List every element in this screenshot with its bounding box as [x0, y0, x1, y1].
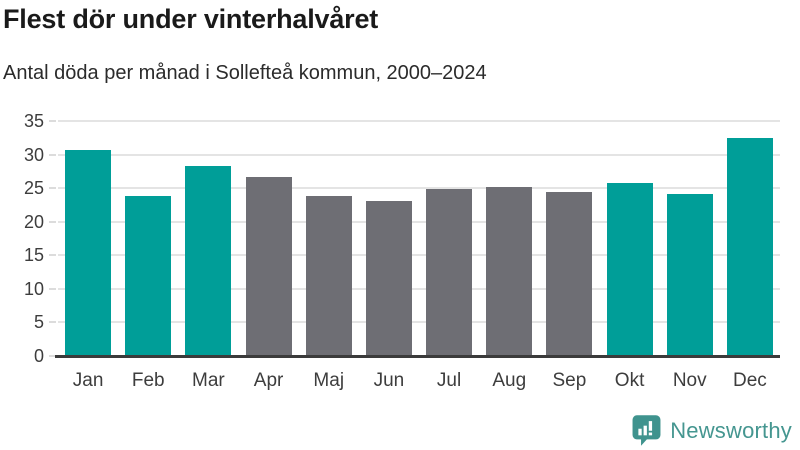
x-tick-label-jul: Jul [436, 370, 462, 391]
y-tick-label-25: 25 [23, 178, 44, 199]
bar-feb [125, 196, 172, 356]
bar-aug [486, 187, 533, 356]
y-axis-tick-10 [49, 287, 56, 290]
y-axis-tick-15 [49, 254, 56, 257]
y-tick-label-0: 0 [33, 346, 44, 366]
bar-jun [365, 200, 412, 356]
y-axis-tick-20 [49, 220, 56, 223]
bar-maj [305, 196, 352, 356]
newsworthy-logo: Newsworthy [631, 414, 792, 447]
x-tick-label-okt: Okt [614, 370, 645, 391]
y-axis-tick-30 [49, 153, 56, 156]
y-tick-label-30: 30 [23, 144, 44, 165]
x-tick-label-aug: Aug [492, 370, 527, 391]
x-tick-label-mar: Mar [192, 370, 225, 391]
x-tick-label-nov: Nov [672, 370, 707, 391]
x-tick-label-apr: Apr [253, 370, 284, 391]
grid-line-10 [58, 287, 780, 290]
x-axis-baseline [55, 355, 780, 358]
bar-apr [245, 176, 292, 356]
grid-line-35 [58, 120, 780, 122]
y-tick-label-10: 10 [23, 278, 44, 299]
x-tick-label-jun: Jun [373, 370, 405, 391]
bar-nov [666, 193, 713, 356]
y-tick-label-5: 5 [33, 312, 44, 333]
grid-line-30 [58, 153, 780, 156]
grid-line-5 [58, 321, 780, 324]
x-tick-label-sep: Sep [552, 370, 587, 391]
x-tick-label-feb: Feb [131, 370, 165, 391]
bar-sep [546, 192, 593, 356]
y-axis-tick-0 [49, 355, 56, 357]
bar-jul [426, 188, 473, 356]
x-tick-label-dec: Dec [733, 370, 767, 391]
newsworthy-wordmark: Newsworthy [670, 417, 792, 443]
bar-okt [606, 183, 653, 356]
bar-dec [726, 138, 773, 356]
newsworthy-bubble-chart-icon [632, 415, 661, 446]
grid-line-15 [58, 254, 780, 257]
y-axis-tick-25 [49, 187, 56, 190]
y-tick-label-20: 20 [23, 211, 44, 232]
x-tick-label-maj: Maj [313, 370, 345, 391]
x-tick-label-jan: Jan [72, 370, 104, 391]
chart-subtitle: Antal döda per månad i Sollefteå kommun,… [3, 62, 487, 84]
y-axis-tick-5 [49, 321, 56, 324]
grid-line-25 [58, 187, 780, 190]
bar-jan [65, 149, 112, 356]
grid-line-20 [58, 220, 780, 223]
y-tick-label-15: 15 [23, 245, 44, 266]
y-tick-label-35: 35 [23, 111, 44, 131]
chart-title: Flest dör under vinterhalvåret [3, 4, 379, 34]
bar-mar [185, 165, 232, 356]
y-axis-tick-35 [49, 120, 56, 122]
